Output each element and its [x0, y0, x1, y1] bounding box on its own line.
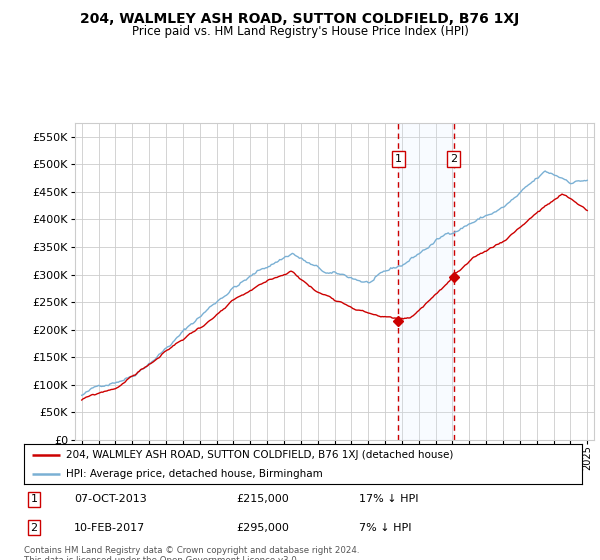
- Text: 1: 1: [395, 154, 402, 164]
- Text: HPI: Average price, detached house, Birmingham: HPI: Average price, detached house, Birm…: [66, 469, 323, 478]
- Text: £295,000: £295,000: [236, 522, 289, 533]
- Text: 7% ↓ HPI: 7% ↓ HPI: [359, 522, 412, 533]
- Text: £215,000: £215,000: [236, 494, 289, 505]
- Text: Contains HM Land Registry data © Crown copyright and database right 2024.
This d: Contains HM Land Registry data © Crown c…: [24, 546, 359, 560]
- Text: Price paid vs. HM Land Registry's House Price Index (HPI): Price paid vs. HM Land Registry's House …: [131, 25, 469, 38]
- Text: 07-OCT-2013: 07-OCT-2013: [74, 494, 147, 505]
- Text: 1: 1: [31, 494, 38, 505]
- Text: 204, WALMLEY ASH ROAD, SUTTON COLDFIELD, B76 1XJ (detached house): 204, WALMLEY ASH ROAD, SUTTON COLDFIELD,…: [66, 450, 453, 460]
- Text: 2: 2: [31, 522, 38, 533]
- Text: 204, WALMLEY ASH ROAD, SUTTON COLDFIELD, B76 1XJ: 204, WALMLEY ASH ROAD, SUTTON COLDFIELD,…: [80, 12, 520, 26]
- Bar: [398, 123, 454, 440]
- Text: 2: 2: [450, 154, 457, 164]
- Text: 10-FEB-2017: 10-FEB-2017: [74, 522, 145, 533]
- Text: 17% ↓ HPI: 17% ↓ HPI: [359, 494, 418, 505]
